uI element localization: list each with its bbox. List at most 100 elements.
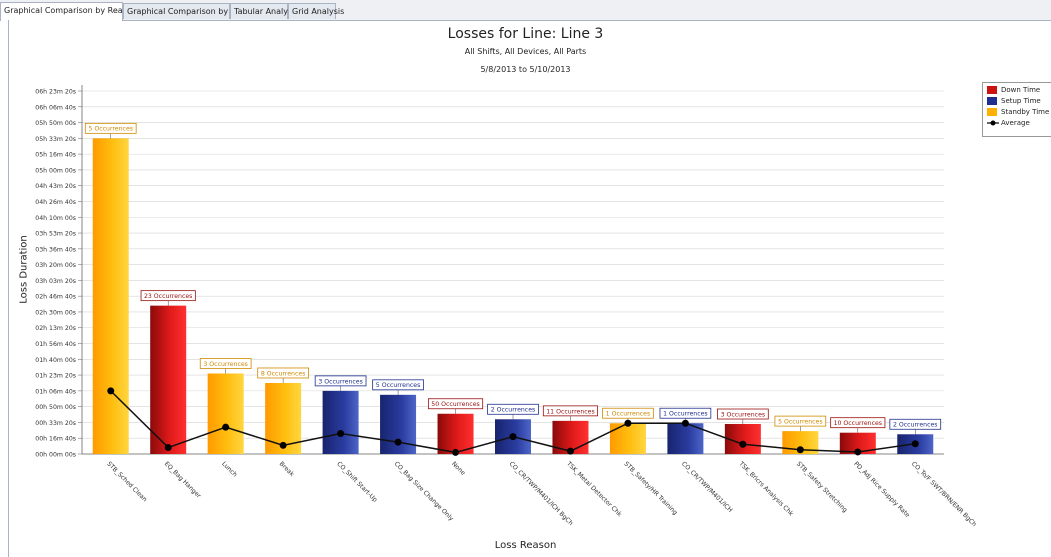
- average-point: [739, 440, 747, 448]
- x-tick-label: CO_CR/TWP/M401/ICH BgCh: [508, 460, 575, 527]
- average-point: [681, 419, 689, 427]
- bar: [839, 432, 876, 454]
- x-tick-label: EQ_Bag Hanger: [163, 460, 203, 500]
- data-label: 8 Occurrences: [261, 370, 306, 377]
- data-label-box: [889, 418, 942, 430]
- x-tick-label: None: [450, 460, 467, 477]
- data-label-box: [487, 403, 539, 415]
- average-point: [796, 446, 804, 454]
- data-label: 2 Occurrences: [893, 422, 938, 429]
- bar: [207, 373, 244, 454]
- data-label-box: [84, 122, 137, 134]
- data-label: 50 Occurrences: [431, 401, 479, 408]
- y-tick-label: 06h 23m 20s: [35, 89, 76, 96]
- y-tick-label: 00h 00m 00s: [35, 452, 76, 459]
- chart-subtitle: All Shifts, All Devices, All Parts: [464, 47, 587, 56]
- data-label-box: [602, 407, 654, 419]
- y-tick-label: 03h 36m 40s: [35, 246, 76, 253]
- bar: [437, 413, 474, 454]
- average-point: [222, 423, 230, 431]
- x-tick-label: STB_Safety/HR Training: [623, 460, 679, 516]
- data-label-box: [830, 417, 886, 429]
- data-label-box: [257, 367, 309, 379]
- x-axis-label: Loss Reason: [494, 540, 557, 551]
- chart-panel: [8, 20, 1051, 557]
- y-tick-label: 01h 23m 20s: [35, 373, 76, 380]
- data-label: 3 Occurrences: [721, 411, 766, 418]
- data-label-box: [542, 405, 599, 417]
- data-label: 10 Occurrences: [834, 420, 882, 427]
- tab-grid-analysis[interactable]: Grid Analysis: [288, 3, 344, 19]
- y-tick-label: 02h 13m 20s: [35, 325, 76, 332]
- data-label-box: [314, 375, 367, 387]
- data-label: 2 Occurrences: [491, 407, 536, 414]
- bar: [724, 424, 761, 454]
- data-label-box: [717, 408, 769, 420]
- y-tick-label: 05h 50m 00s: [35, 120, 76, 127]
- data-label-box: [199, 358, 252, 369]
- data-label-box: [659, 407, 712, 419]
- average-point: [107, 387, 115, 395]
- x-tick-label: CO_CR/TWP/M401/ICH: [680, 460, 734, 514]
- average-point: [394, 438, 402, 446]
- bar: [92, 138, 129, 454]
- chart-legend: Down Time Setup Time Standby Time Averag…: [982, 82, 1051, 137]
- average-point: [509, 433, 517, 441]
- data-label-box: [140, 290, 196, 302]
- data-label-box: [427, 398, 484, 410]
- bar: [322, 390, 359, 454]
- data-label: 5 Occurrences: [778, 419, 823, 426]
- y-tick-label: 04h 26m 40s: [35, 199, 76, 206]
- bar: [150, 305, 187, 454]
- tab-tabular-analysis[interactable]: Tabular Analysis: [230, 3, 299, 19]
- y-tick-label: 03h 20m 00s: [35, 262, 76, 269]
- average-point: [624, 419, 632, 427]
- x-tick-label: CO_Bag Size Change Only: [393, 460, 455, 522]
- y-tick-label: 00h 33m 20s: [35, 420, 76, 427]
- bar: [609, 423, 646, 454]
- average-point: [337, 429, 345, 437]
- average-point: [279, 441, 287, 449]
- data-label: 3 Occurrences: [318, 378, 363, 385]
- y-tick-label: 01h 40m 00s: [35, 357, 76, 364]
- y-tick-label: 06h 06m 40s: [35, 104, 76, 111]
- y-tick-label: 04h 10m 00s: [35, 215, 76, 222]
- chart-date-range: 5/8/2013 to 5/10/2013: [480, 65, 571, 74]
- y-tick-label: 04h 43m 20s: [35, 183, 76, 190]
- x-tick-label: STB_Safety Stretching: [795, 460, 849, 514]
- legend-swatch: [987, 108, 997, 116]
- data-label: 5 Occurrences: [376, 382, 421, 389]
- y-tick-label: 05h 33m 20s: [35, 136, 76, 143]
- legend-swatch: [987, 97, 997, 105]
- y-tick-label: 03h 03m 20s: [35, 278, 76, 285]
- average-point: [164, 444, 172, 452]
- data-label: 23 Occurrences: [144, 293, 192, 300]
- tab-graphical-device[interactable]: Graphical Comparison by Device: [123, 3, 258, 19]
- x-tick-label: CO_To/F SWT/BRN/ENR BgCh: [910, 460, 978, 528]
- y-tick-label: 01h 06m 40s: [35, 388, 76, 395]
- data-label-box: [372, 379, 424, 391]
- x-tick-label: STB_Sched Clean: [105, 460, 148, 503]
- y-tick-label: 00h 16m 40s: [35, 436, 76, 443]
- average-point: [452, 448, 460, 456]
- tab-graphical-reason[interactable]: Graphical Comparison by Reason: [0, 2, 137, 21]
- data-label: 3 Occurrences: [203, 361, 248, 368]
- data-label-box: [774, 415, 827, 427]
- x-tick-label: Break: [278, 460, 296, 478]
- y-tick-label: 01h 56m 40s: [35, 341, 76, 348]
- y-tick-label: 05h 00m 00s: [35, 167, 76, 174]
- x-tick-label: TSK_Bricrs Analysis Chk: [737, 460, 795, 518]
- x-tick-label: Lunch: [220, 460, 238, 478]
- data-label: 11 Occurrences: [546, 408, 594, 415]
- average-point: [911, 440, 919, 448]
- y-tick-label: 02h 46m 40s: [35, 294, 76, 301]
- legend-swatch: [987, 86, 997, 94]
- y-tick-label: 05h 16m 40s: [35, 152, 76, 159]
- y-tick-label: 03h 53m 20s: [35, 231, 76, 238]
- x-tick-label: CO_Shift Start-Up: [335, 460, 378, 503]
- x-tick-label: TSK_Metal Detector Chk: [564, 460, 623, 519]
- data-label: 5 Occurrences: [88, 126, 133, 133]
- y-tick-label: 00h 50m 00s: [35, 404, 76, 411]
- legend-line-marker: [987, 119, 999, 127]
